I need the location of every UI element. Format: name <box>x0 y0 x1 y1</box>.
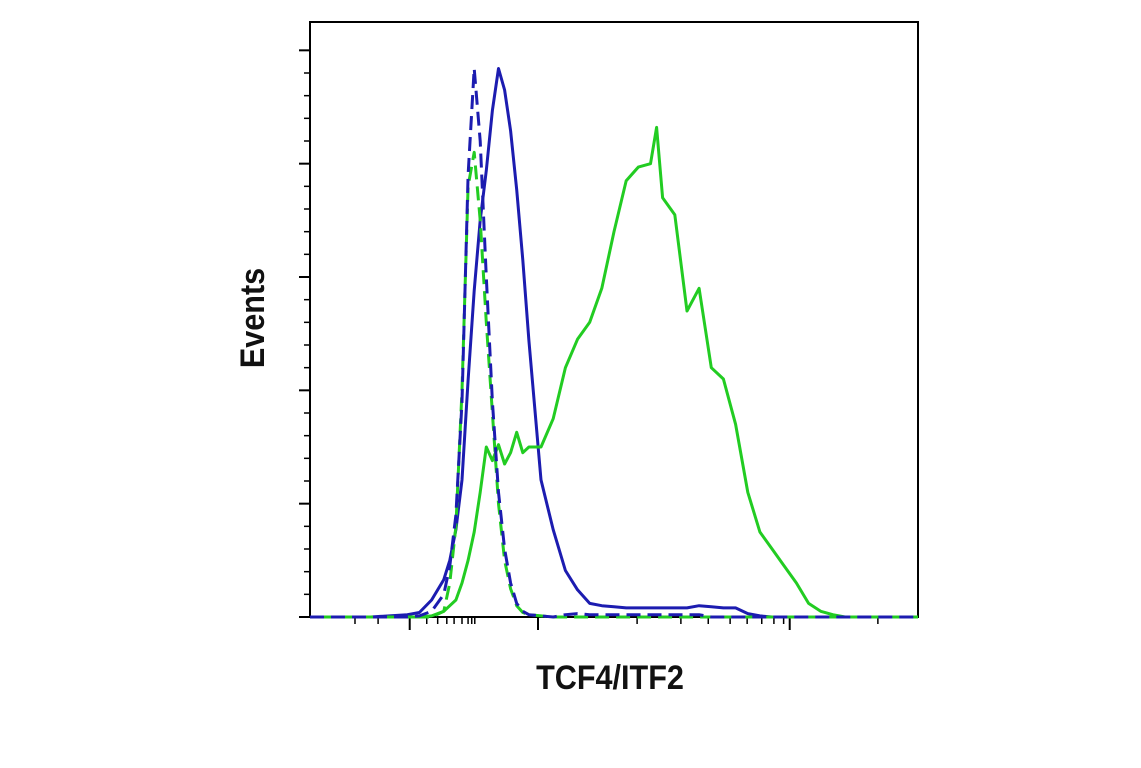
plot-frame <box>309 21 919 618</box>
histogram-line <box>310 150 918 619</box>
histogram-line <box>310 67 918 619</box>
histogram-line <box>310 125 918 619</box>
histogram-line <box>310 67 918 619</box>
x-axis-label: TCF4/ITF2 <box>536 659 684 697</box>
y-axis-label: Events <box>234 268 272 368</box>
